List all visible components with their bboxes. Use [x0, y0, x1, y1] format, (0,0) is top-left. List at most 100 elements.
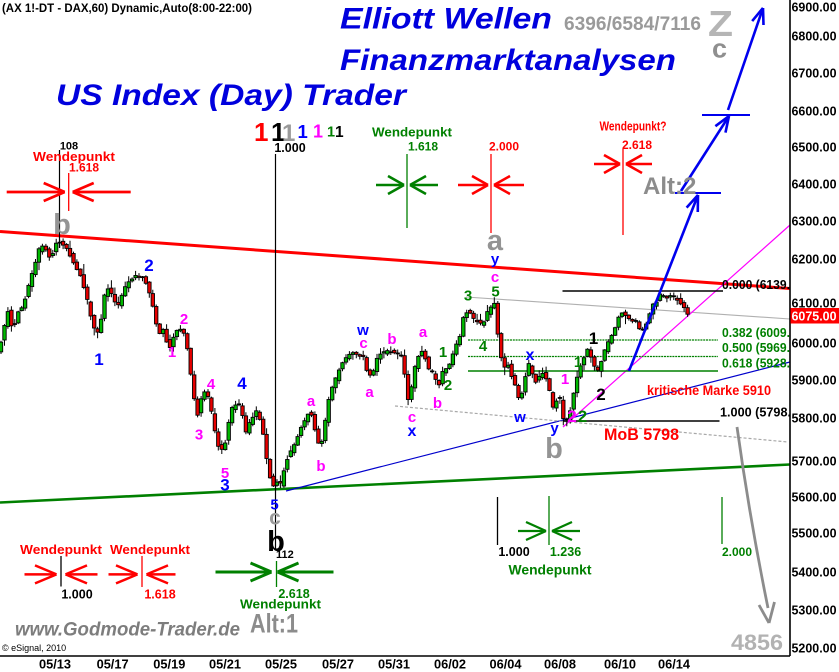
svg-text:y: y	[550, 420, 559, 437]
svg-text:w: w	[356, 322, 369, 339]
svg-text:5: 5	[270, 497, 278, 514]
svg-text:2.618: 2.618	[622, 138, 652, 152]
svg-text:06/10: 06/10	[604, 657, 636, 672]
svg-text:c: c	[359, 335, 367, 352]
svg-text:5: 5	[221, 465, 229, 482]
svg-text:Wendepunkt: Wendepunkt	[20, 542, 103, 557]
svg-text:2: 2	[567, 407, 576, 426]
svg-text:1: 1	[561, 371, 569, 388]
svg-text:a: a	[419, 324, 428, 341]
svg-text:b: b	[545, 433, 563, 465]
svg-text:05/13: 05/13	[39, 657, 71, 672]
svg-text:w: w	[513, 409, 526, 426]
svg-text:1: 1	[574, 354, 582, 371]
svg-text:b: b	[267, 526, 285, 558]
svg-text:1: 1	[439, 344, 447, 361]
svg-text:1.000: 1.000	[274, 141, 305, 155]
svg-text:b: b	[316, 458, 325, 475]
svg-text:6300.00: 6300.00	[792, 214, 837, 229]
svg-text:c: c	[712, 34, 727, 64]
svg-text:1.618: 1.618	[69, 161, 99, 175]
svg-text:05/25: 05/25	[265, 657, 297, 672]
svg-text:x: x	[526, 347, 535, 364]
svg-text:1.000: 1.000	[498, 545, 529, 559]
svg-text:06/08: 06/08	[544, 657, 576, 672]
svg-text:1: 1	[313, 122, 323, 142]
svg-text:Elliott Wellen: Elliott Wellen	[340, 3, 552, 36]
svg-text:0.382 (6009.: 0.382 (6009.	[722, 326, 790, 340]
svg-text:1.236: 1.236	[550, 545, 581, 559]
svg-text:Alt:2: Alt:2	[643, 173, 696, 200]
svg-text:0.618 (5928.: 0.618 (5928.	[722, 357, 790, 371]
svg-text:6400.00: 6400.00	[792, 177, 837, 192]
svg-text:1.618: 1.618	[408, 140, 438, 154]
svg-text:06/02: 06/02	[434, 657, 466, 672]
svg-text:108: 108	[60, 141, 78, 153]
svg-text:c: c	[269, 507, 281, 530]
svg-text:5200.00: 5200.00	[792, 641, 837, 656]
svg-text:05/17: 05/17	[97, 657, 129, 672]
svg-text:2: 2	[180, 311, 188, 328]
svg-text:Z: Z	[708, 3, 733, 44]
svg-text:2.000: 2.000	[489, 140, 519, 154]
svg-text:Wendepunkt: Wendepunkt	[372, 125, 453, 140]
svg-text:b: b	[53, 209, 71, 241]
svg-text:5800.00: 5800.00	[792, 411, 837, 426]
svg-text:b: b	[433, 395, 442, 412]
svg-text:2: 2	[144, 256, 153, 275]
svg-text:1: 1	[327, 125, 335, 141]
svg-text:Alt:1: Alt:1	[250, 609, 298, 639]
svg-text:6396/6584/7116: 6396/6584/7116	[564, 13, 701, 35]
svg-text:1: 1	[589, 329, 598, 348]
svg-text:6700.00: 6700.00	[792, 66, 837, 81]
svg-text:1: 1	[282, 120, 295, 147]
svg-text:05/19: 05/19	[153, 657, 185, 672]
svg-text:112: 112	[276, 549, 294, 561]
svg-text:1.000: 1.000	[61, 588, 92, 602]
svg-text:3: 3	[195, 427, 203, 444]
svg-text:3: 3	[220, 476, 229, 495]
svg-text:6000.00: 6000.00	[792, 336, 837, 351]
svg-text:© eSignal, 2010: © eSignal, 2010	[2, 643, 66, 653]
svg-text:Wendepunkt: Wendepunkt	[240, 597, 322, 612]
svg-text:a: a	[307, 393, 316, 410]
svg-text:6500.00: 6500.00	[792, 140, 837, 155]
svg-text:6200.00: 6200.00	[792, 252, 837, 267]
svg-text:1: 1	[271, 117, 285, 147]
svg-text:2: 2	[444, 377, 452, 394]
svg-text:www.Godmode-Trader.de: www.Godmode-Trader.de	[15, 619, 240, 641]
svg-text:c: c	[408, 409, 416, 426]
svg-text:6800.00: 6800.00	[792, 29, 837, 44]
svg-text:06/04: 06/04	[489, 657, 522, 672]
svg-text:(AX 1!-DT - DAX,60) Dynamic,Au: (AX 1!-DT - DAX,60) Dynamic,Auto(8:00-22…	[2, 3, 252, 15]
svg-text:Finanzmarktanalysen: Finanzmarktanalysen	[340, 44, 676, 77]
svg-text:a: a	[365, 384, 374, 401]
svg-text:Wendepunkt?: Wendepunkt?	[600, 119, 667, 134]
svg-text:05/31: 05/31	[378, 657, 410, 672]
svg-text:Wendepunkt: Wendepunkt	[509, 563, 593, 578]
svg-text:05/27: 05/27	[322, 657, 354, 672]
svg-text:6100.00: 6100.00	[792, 296, 837, 311]
svg-text:5700.00: 5700.00	[792, 454, 837, 469]
svg-text:4: 4	[207, 376, 216, 393]
svg-text:5600.00: 5600.00	[792, 490, 837, 505]
svg-text:Wendepunkt: Wendepunkt	[110, 542, 191, 557]
svg-text:6900.00: 6900.00	[792, 0, 837, 15]
svg-text:3: 3	[464, 288, 472, 305]
svg-text:a: a	[487, 225, 504, 257]
svg-text:1: 1	[298, 121, 308, 142]
svg-text:06/14: 06/14	[658, 657, 691, 672]
svg-text:1.618: 1.618	[144, 588, 175, 602]
svg-text:5900.00: 5900.00	[792, 373, 837, 388]
svg-text:1: 1	[254, 117, 268, 147]
svg-text:4: 4	[479, 338, 488, 355]
svg-text:5500.00: 5500.00	[792, 526, 837, 541]
svg-text:0.500 (5969.: 0.500 (5969.	[722, 341, 790, 355]
svg-text:2.000: 2.000	[722, 545, 752, 559]
svg-text:5400.00: 5400.00	[792, 565, 837, 580]
svg-text:US Index (Day) Trader: US Index (Day) Trader	[56, 79, 409, 112]
svg-text:2.618: 2.618	[278, 587, 309, 601]
svg-text:1: 1	[168, 344, 176, 361]
svg-text:4: 4	[237, 374, 247, 393]
svg-text:5: 5	[491, 284, 499, 301]
